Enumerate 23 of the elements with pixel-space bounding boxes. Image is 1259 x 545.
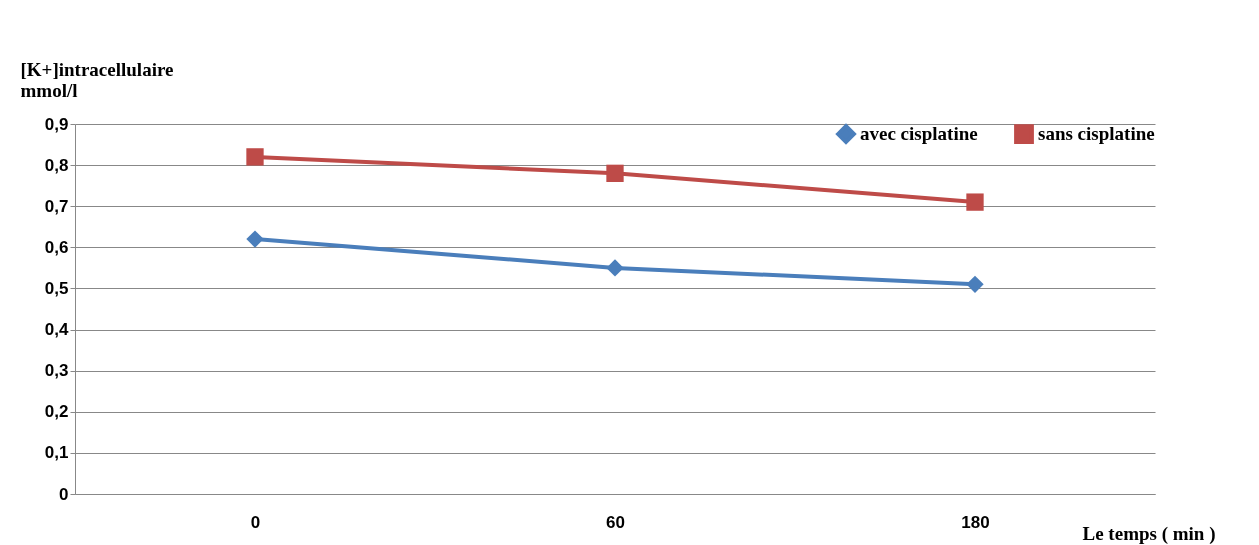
y-tick-label: 0 [59,484,69,504]
legend-label: sans cisplatine [1038,123,1155,145]
y-tick-label: 0,3 [44,361,69,381]
point [246,230,264,248]
y-tick-label: 0,1 [44,443,69,463]
point [606,259,624,277]
y-tick-label: 0,2 [44,402,69,422]
x-tick-label: 180 [961,512,990,532]
point [966,275,984,293]
point [246,148,264,166]
y-tick-label: 0,4 [44,320,70,340]
x-axis-title: Le temps ( min ) [1082,522,1216,545]
x-tick-label: 60 [606,512,625,532]
point [606,164,624,182]
y-tick-label: 0,9 [44,114,69,134]
y-tick-label: 0,8 [44,155,69,175]
x-tick-label: 0 [250,512,261,532]
y-tick-label: 0,5 [44,278,69,298]
legend-label: avec cisplatine [860,123,978,145]
y-tick-label: 0,6 [44,237,69,257]
y-axis-title: [K+]intracellulaire mmol/l [20,58,174,101]
point [966,193,984,211]
y-tick-label: 0,7 [44,196,69,216]
